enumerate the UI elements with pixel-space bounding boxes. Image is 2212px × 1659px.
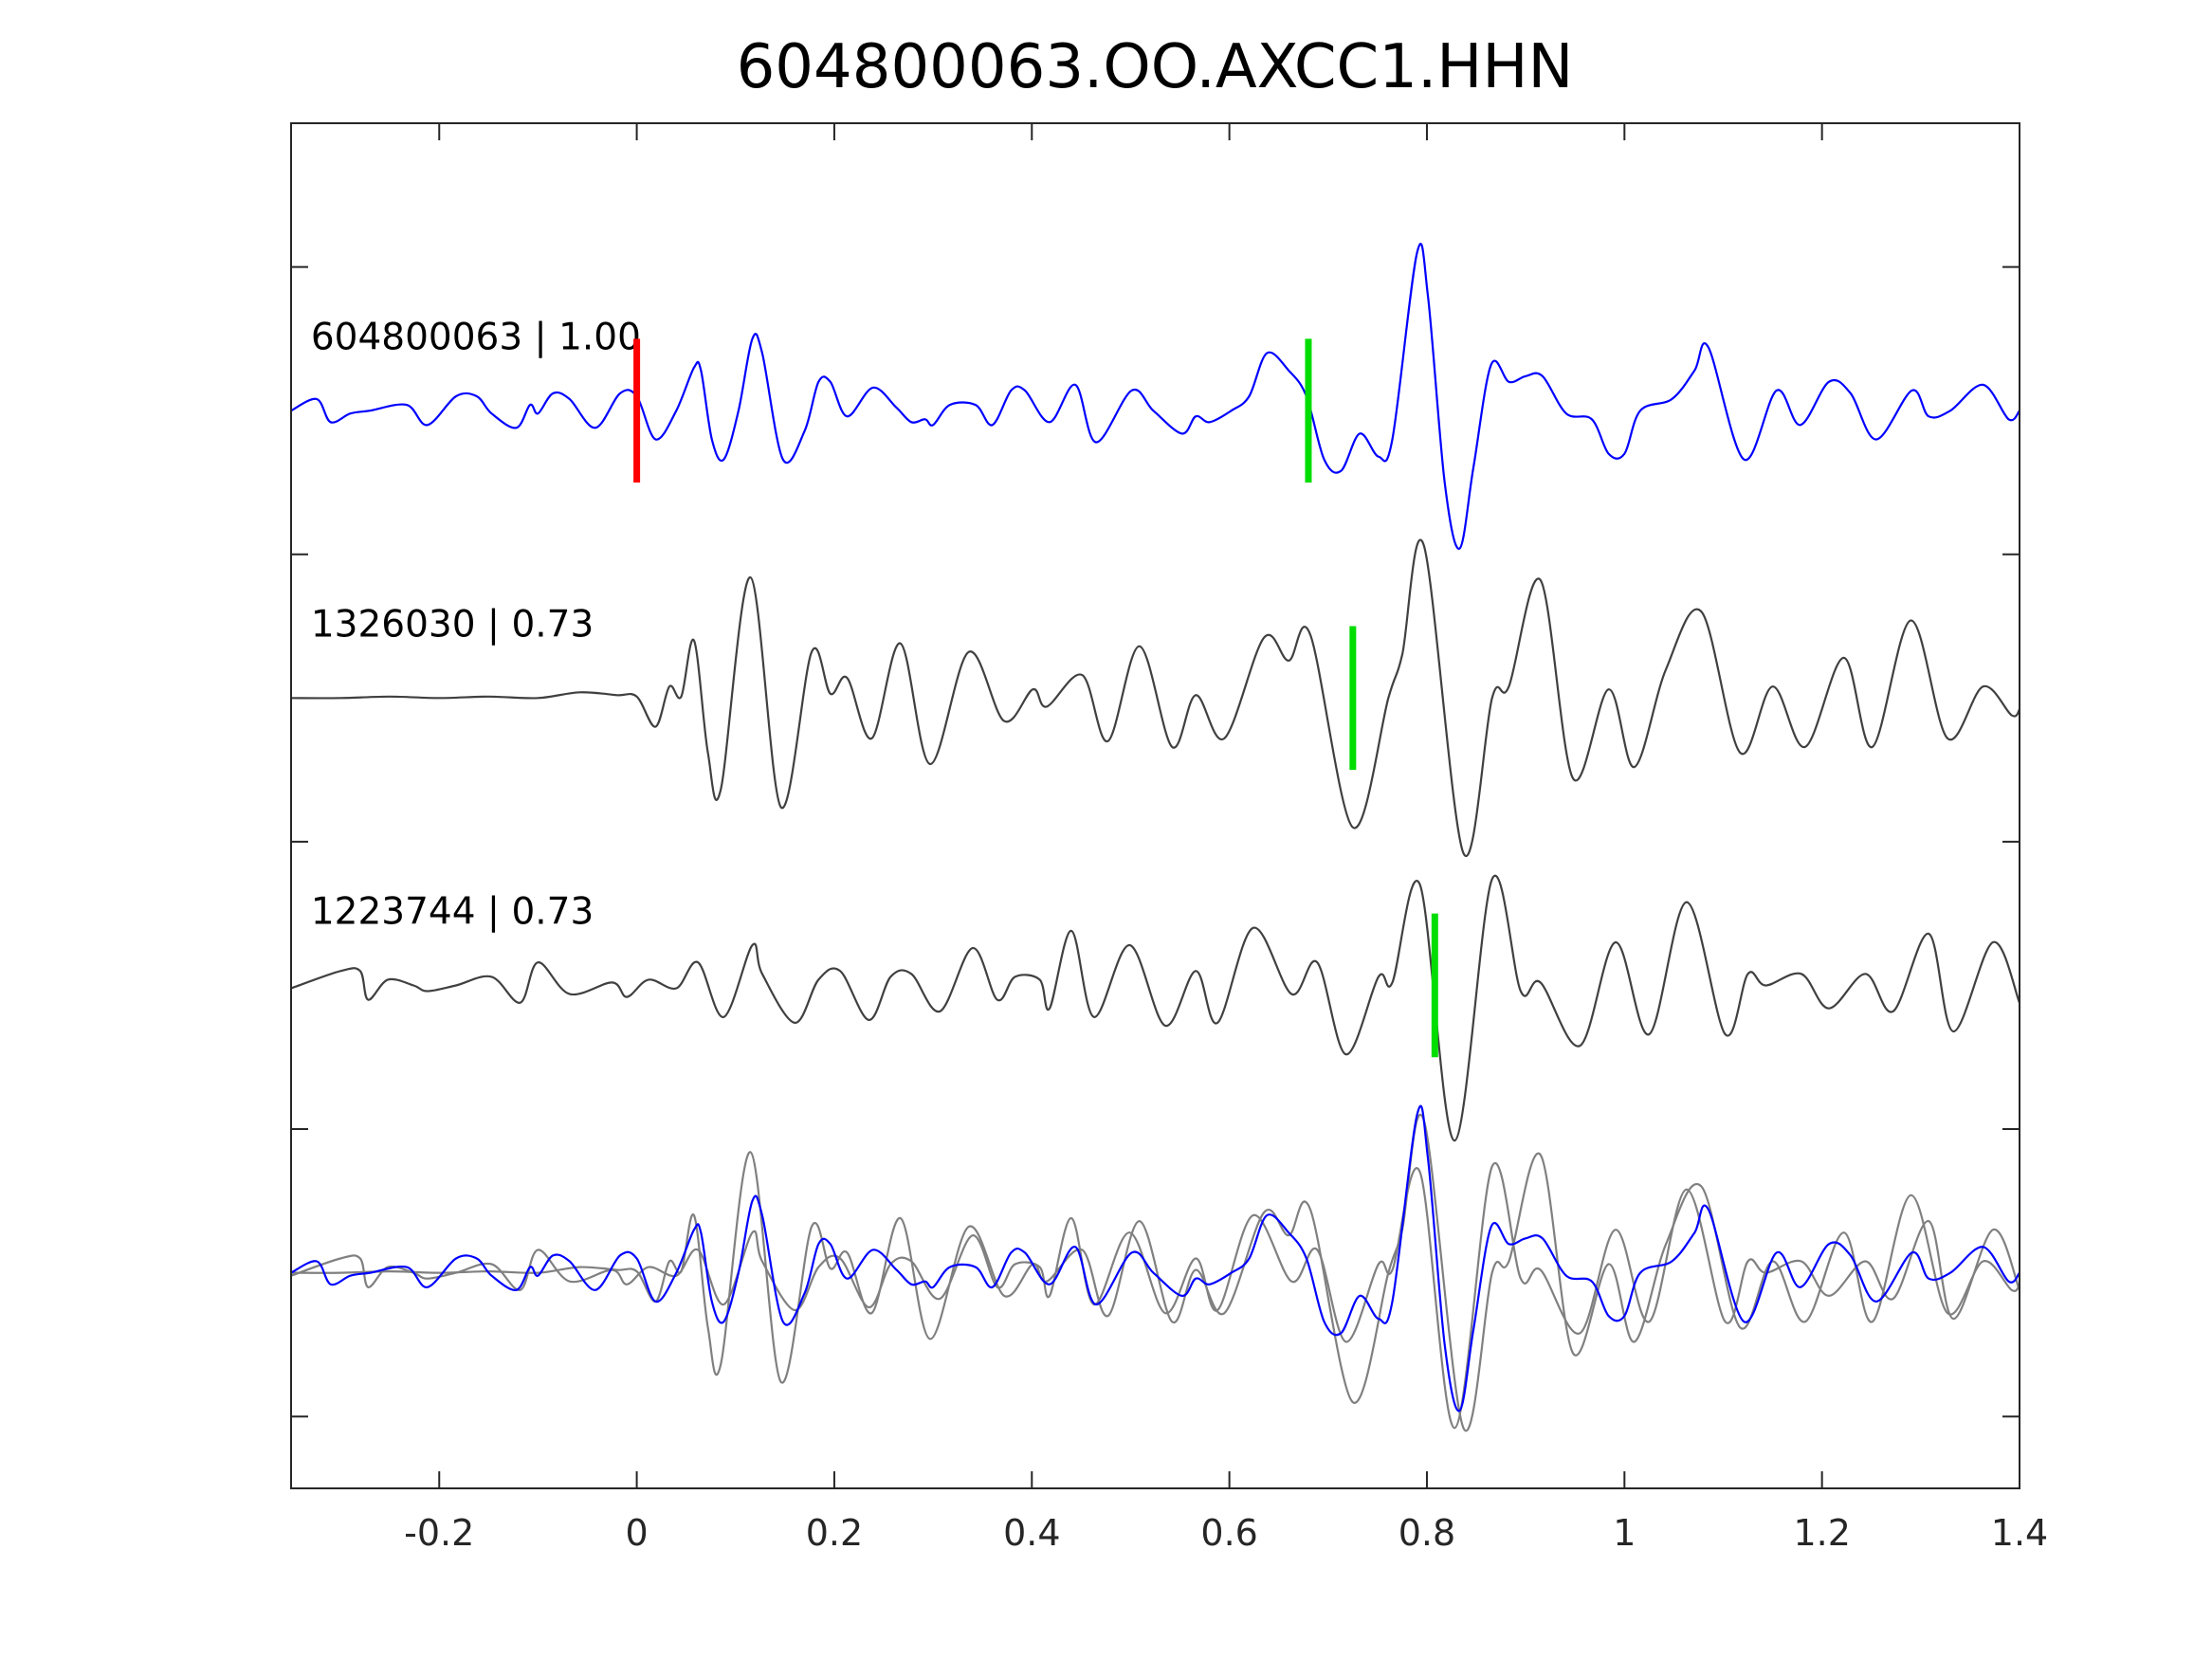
overlay-trace-1223744 xyxy=(290,1162,2021,1430)
x-tick-label: -0.2 xyxy=(404,1512,474,1554)
axes-box xyxy=(290,122,2020,1489)
x-tick-label: 1.2 xyxy=(1793,1512,1850,1554)
x-tick-label: 1 xyxy=(1613,1512,1636,1554)
x-tick-label: 0 xyxy=(626,1512,649,1554)
trace-label-1: 1326030 | 0.73 xyxy=(311,603,594,646)
trace-labels: 604800063 | 1.00 1326030 | 0.73 1223744 … xyxy=(311,316,641,933)
x-tick-label: 1.4 xyxy=(1991,1512,2048,1554)
x-tick-label: 0.2 xyxy=(806,1512,863,1554)
chart-title: 604800063.OO.AXCC1.HHN xyxy=(737,32,1574,102)
trace-604800063 xyxy=(290,243,2020,550)
axes xyxy=(290,122,2020,1489)
phase-picks xyxy=(633,338,1438,1058)
overlay-trace-604800063 xyxy=(290,1104,2020,1413)
x-tick-labels: -0.2 0 0.2 0.4 0.6 0.8 1 1.2 1.4 xyxy=(404,1512,2048,1554)
x-tick-label: 0.8 xyxy=(1398,1512,1455,1554)
trace-label-2: 1223744 | 0.73 xyxy=(311,891,594,934)
x-tick-label: 0.4 xyxy=(1003,1512,1060,1554)
x-tick-label: 0.6 xyxy=(1200,1512,1257,1554)
trace-label-0: 604800063 | 1.00 xyxy=(311,316,641,358)
plot-marks xyxy=(290,243,2021,1432)
trace-1223744 xyxy=(290,874,2021,1142)
trace-1326030 xyxy=(290,538,2020,858)
